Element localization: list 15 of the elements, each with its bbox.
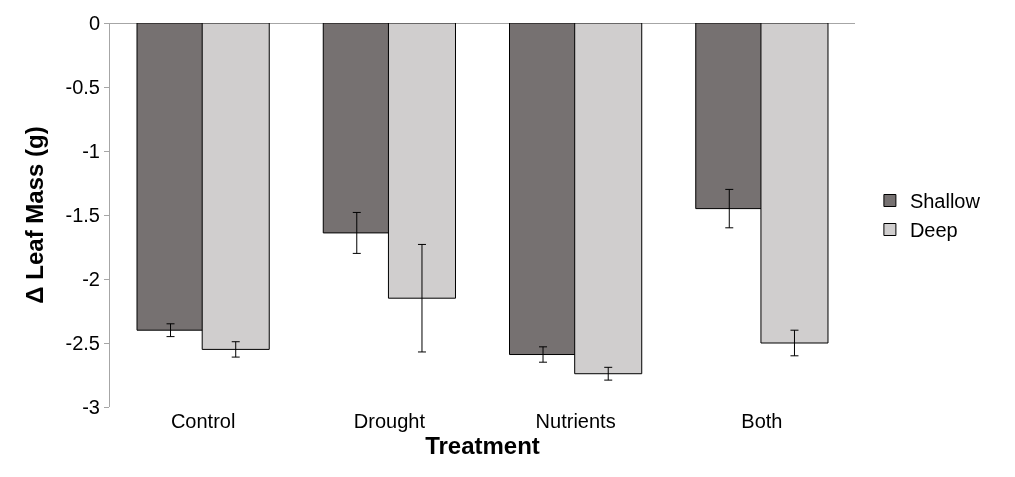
legend-label: Deep bbox=[909, 219, 958, 242]
x-tick-label: Nutrients bbox=[535, 410, 616, 432]
y-tick-label: -1 bbox=[82, 140, 100, 162]
x-tick-label: Control bbox=[170, 410, 236, 432]
y-tick-label: -2 bbox=[82, 268, 100, 290]
legend-label: Shallow bbox=[909, 190, 981, 213]
y-axis-title: Δ Leaf Mass (g) bbox=[20, 126, 48, 304]
x-tick-label: Both bbox=[741, 410, 783, 432]
y-tick-label: -1.5 bbox=[65, 204, 100, 226]
y-tick-label: -2.5 bbox=[65, 332, 100, 354]
x-tick-label: Drought bbox=[353, 410, 426, 432]
y-tick-label: 0 bbox=[88, 12, 100, 34]
y-tick-label: -3 bbox=[82, 396, 100, 418]
y-tick-label: -0.5 bbox=[65, 76, 100, 98]
x-axis-title: Treatment bbox=[425, 432, 540, 459]
